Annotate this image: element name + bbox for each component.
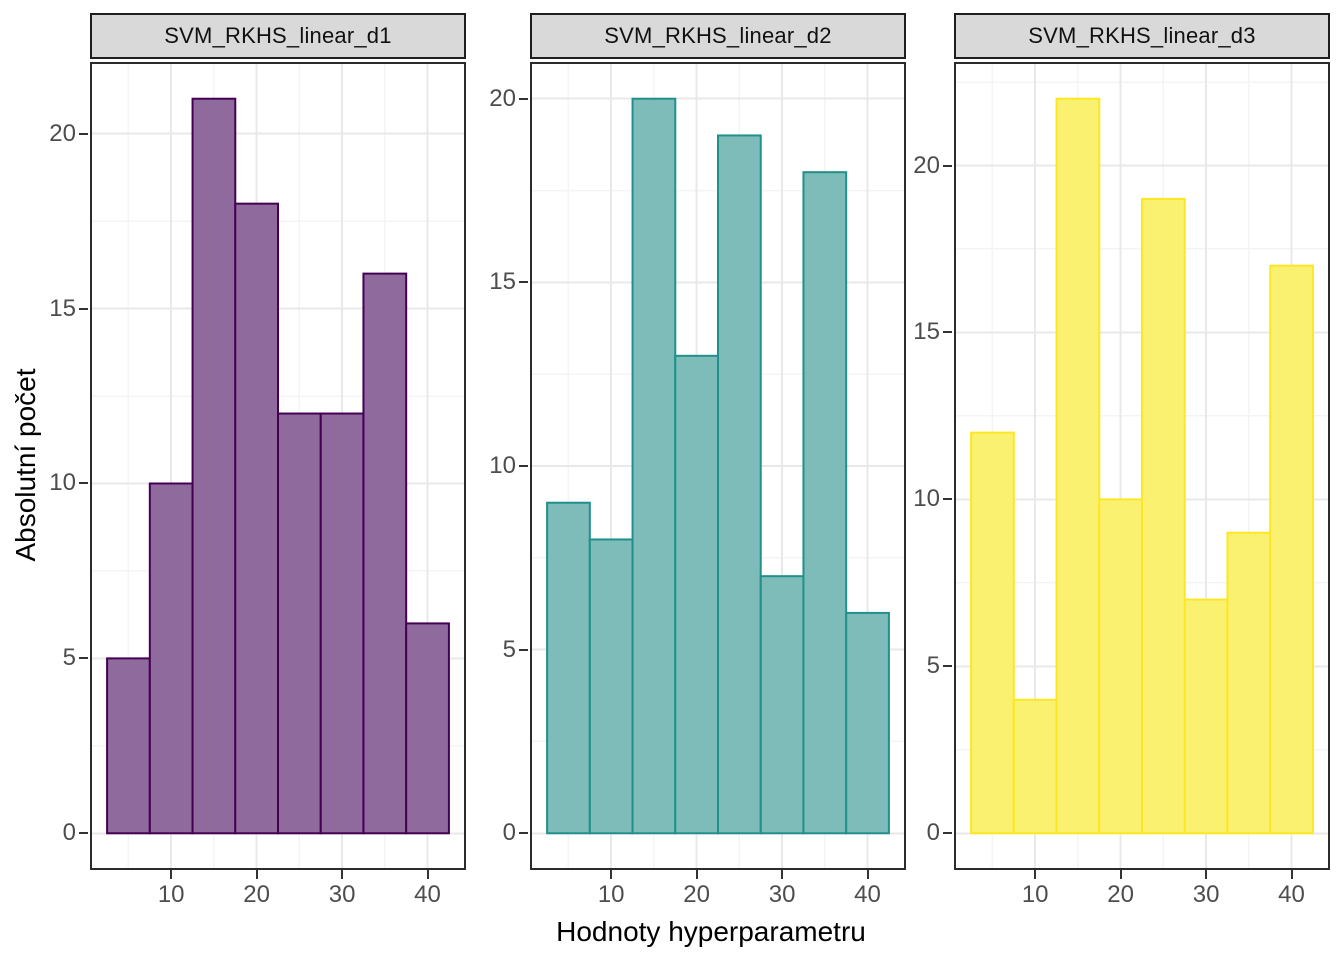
histogram-bar (405, 622, 450, 835)
histogram-bar (234, 202, 279, 835)
y-axis-tick-label: 5 (62, 644, 76, 672)
histogram-bar (1055, 97, 1101, 835)
histogram-bar (362, 272, 408, 835)
x-axis-tick-label: 20 (683, 881, 710, 908)
x-axis-tick-label: 20 (243, 881, 270, 908)
y-axis-tick (79, 307, 88, 310)
y-axis-tick-label: 20 (489, 84, 516, 112)
x-axis-tick-label: 40 (854, 881, 881, 908)
y-axis-tick (943, 164, 952, 167)
x-axis-tick (170, 870, 173, 879)
histogram-bar (319, 412, 365, 835)
histogram-bar (106, 657, 151, 835)
histogram-bar (631, 97, 677, 835)
y-axis-tick (79, 132, 88, 135)
x-axis-tick (255, 870, 258, 879)
y-axis-tick (943, 832, 952, 835)
facet-title-d2: SVM_RKHS_linear_d2 (604, 23, 832, 48)
facet-strip-d2: SVM_RKHS_linear_d2 (530, 13, 906, 59)
y-axis-tick (519, 832, 528, 835)
histogram-bar (759, 575, 805, 835)
x-axis-tick-label: 40 (1278, 881, 1305, 908)
x-axis-tick-label: 10 (1021, 881, 1049, 908)
facet-title-d3: SVM_RKHS_linear_d3 (1028, 23, 1256, 48)
x-axis-tick (341, 870, 344, 879)
facet-panel-d2: SVM_RKHS_linear_d2 0 5 10 15 20 10 20 30 40 (489, 13, 906, 933)
facet-panel-d1: SVM_RKHS_linear_d1 0 5 10 15 20 10 20 30 40 (49, 13, 466, 933)
x-axis-tick-label: 30 (768, 881, 796, 908)
y-axis-tick-label: 0 (62, 819, 76, 847)
plot-area-d3 (954, 62, 1330, 870)
y-axis-tick (943, 331, 952, 334)
facet-strip-d1: SVM_RKHS_linear_d1 (90, 13, 466, 59)
histogram-svg-SVM_RKHS_linear_d2 (532, 64, 904, 868)
y-axis-tick (79, 832, 88, 835)
y-axis-tick-label: 5 (502, 635, 516, 663)
y-axis-tick-label: 0 (502, 819, 516, 847)
x-axis-tick-label: 30 (1192, 881, 1220, 908)
x-axis-tick (610, 870, 613, 879)
histogram-bar (191, 97, 237, 835)
y-axis-tick (943, 665, 952, 668)
facet-strip-d3: SVM_RKHS_linear_d3 (954, 13, 1330, 59)
histogram-bar (148, 482, 194, 835)
y-axis-tick-label: 15 (49, 294, 76, 322)
x-axis-tick (781, 870, 784, 879)
x-axis-tick-label: 10 (157, 881, 185, 908)
y-axis-tick (519, 648, 528, 651)
x-axis-tick (1290, 870, 1293, 879)
y-axis-tick-label: 10 (489, 452, 516, 479)
histogram-bar (1269, 264, 1314, 835)
y-axis-tick-label: 15 (913, 318, 940, 346)
plot-area-d1 (90, 62, 466, 870)
x-axis-tick-label: 20 (1107, 881, 1134, 908)
x-axis-tick-label: 40 (414, 881, 441, 908)
histogram-bar (1141, 197, 1186, 835)
y-axis-tick (519, 281, 528, 284)
histogram-bar (277, 412, 322, 835)
histogram-bar (674, 354, 719, 835)
x-axis-tick (1034, 870, 1037, 879)
plot-area-d2 (530, 62, 906, 870)
x-axis-tick-label: 30 (328, 881, 356, 908)
histogram-svg-SVM_RKHS_linear_d1 (92, 64, 464, 868)
y-axis-title: Absolutní počet (10, 368, 41, 562)
y-axis-tick-label: 20 (913, 151, 940, 179)
histogram-svg-SVM_RKHS_linear_d3 (956, 64, 1328, 868)
y-axis-tick (79, 482, 88, 485)
histogram-bar (1183, 598, 1229, 835)
histogram-bar (588, 538, 634, 835)
histogram-bar (1098, 498, 1143, 835)
facet-title-d1: SVM_RKHS_linear_d1 (164, 23, 392, 48)
y-axis-tick (519, 97, 528, 100)
histogram-bar (802, 171, 848, 835)
x-axis-tick (426, 870, 429, 879)
histogram-bar (546, 501, 591, 835)
x-axis-tick (695, 870, 698, 879)
y-axis-tick-label: 10 (913, 485, 940, 513)
x-axis-tick (866, 870, 869, 879)
histogram-bar (845, 611, 890, 835)
histogram-bar (1012, 698, 1058, 835)
histogram-bar (1226, 531, 1272, 835)
x-axis-tick (1119, 870, 1122, 879)
y-axis-tick (79, 657, 88, 660)
y-axis-tick-label: 10 (49, 469, 76, 497)
x-axis-tick (1205, 870, 1208, 879)
y-axis-tick-label: 15 (489, 268, 516, 296)
histogram-bar (970, 431, 1015, 835)
y-axis-tick-label: 5 (926, 652, 940, 680)
y-axis-tick (943, 498, 952, 501)
y-axis-tick-label: 20 (49, 119, 76, 147)
facet-panel-d3: SVM_RKHS_linear_d3 0 5 10 15 20 10 20 30 40 (913, 13, 1330, 933)
y-axis-tick (519, 465, 528, 467)
histogram-bar (717, 134, 762, 835)
x-axis-tick-label: 10 (597, 881, 625, 908)
x-axis-title: Hodnoty hyperparametru (556, 916, 866, 947)
y-axis-tick-label: 0 (926, 819, 940, 847)
